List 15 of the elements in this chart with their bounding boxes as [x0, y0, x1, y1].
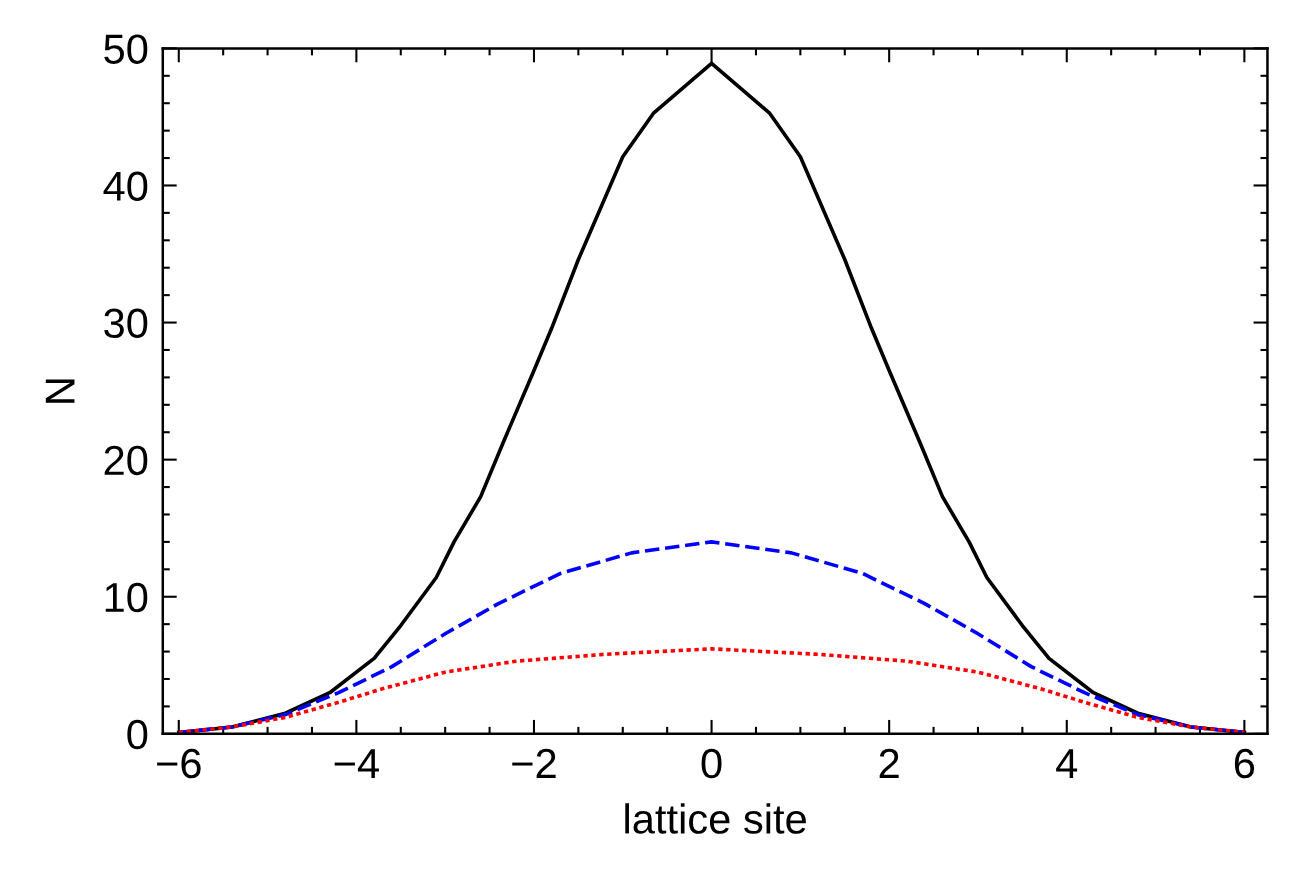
- x-tick-label: 2: [879, 748, 899, 778]
- y-tick-label: 30: [104, 308, 148, 339]
- y-tick-label: 20: [104, 445, 148, 476]
- x-tick-label: 4: [1056, 749, 1078, 778]
- x-tick-label: −6: [157, 748, 201, 779]
- y-tick-label: 40: [103, 171, 148, 201]
- y-tick-label: 0: [127, 719, 148, 750]
- x-tick-label: 6: [1234, 748, 1255, 779]
- y-tick-label: 50: [104, 34, 148, 64]
- x-axis-title: lattice site: [625, 803, 806, 834]
- x-tick-label: −4: [334, 749, 379, 778]
- y-axis-title: N: [45, 379, 75, 403]
- x-tick-label: −2: [512, 748, 556, 778]
- x-tick-label: 0: [701, 748, 722, 779]
- y-tick-label: 10: [105, 582, 148, 613]
